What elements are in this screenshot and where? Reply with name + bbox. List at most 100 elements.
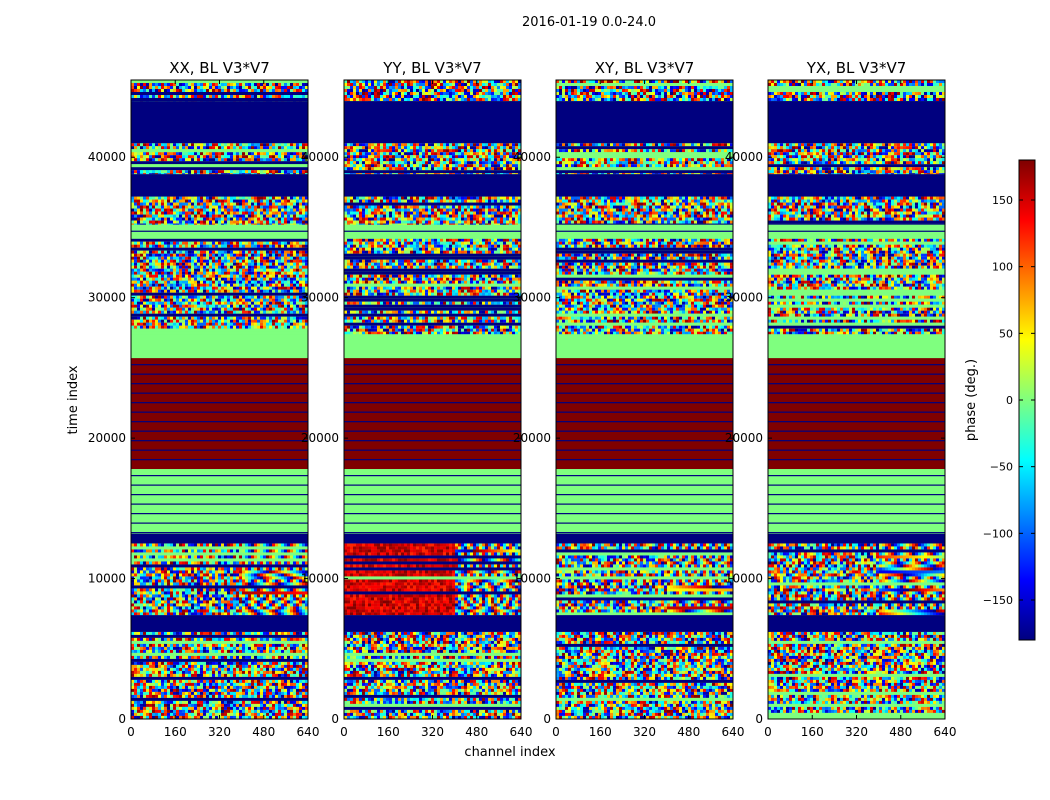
time-band (768, 101, 945, 144)
band-line (344, 421, 521, 423)
band-line (344, 383, 521, 385)
band-line (768, 421, 945, 423)
time-band (131, 143, 308, 175)
time-band (131, 174, 308, 197)
band-line (556, 402, 733, 404)
band-line (556, 532, 733, 534)
band-fill (131, 334, 308, 359)
colorbar-tick-label: 150 (992, 194, 1013, 207)
x-tick-label: 640 (297, 725, 320, 739)
panel-title: YY, BL V3*V7 (382, 59, 481, 77)
y-tick-label: 30000 (725, 291, 763, 305)
time-band (556, 631, 733, 719)
figure-suptitle: 2016-01-19 0.0-24.0 (522, 15, 656, 30)
band-line (768, 230, 945, 232)
colorbar-tick-label: 0 (1006, 394, 1013, 407)
band-line (556, 421, 733, 423)
time-band (131, 358, 308, 470)
x-tick-label: 160 (589, 725, 612, 739)
x-tick-label: 160 (377, 725, 400, 739)
band-line (556, 503, 733, 505)
time-band (344, 469, 521, 534)
time-band (768, 224, 945, 239)
panels-group: XX, BL V3*V7 0 160 320 480 640 0 10000 20000 3000… (88, 59, 957, 739)
band-line (556, 484, 733, 486)
x-tick-label: 320 (208, 725, 231, 739)
time-band (556, 615, 733, 632)
colorbar: 150 100 50 0 −50 −100 −150 (983, 159, 1036, 641)
y-tick-label: 10000 (88, 572, 126, 586)
time-band (344, 224, 521, 239)
y-tick-label: 0 (543, 712, 551, 726)
band-line (556, 494, 733, 496)
band-line (556, 392, 733, 394)
band-line (768, 383, 945, 385)
band-fill (131, 101, 308, 144)
time-band (768, 174, 945, 197)
band-line (768, 373, 945, 375)
time-band (768, 334, 945, 359)
time-band (556, 143, 733, 175)
x-axis-label: channel index (464, 745, 555, 760)
band-line (131, 421, 308, 423)
x-tick-label: 640 (722, 725, 745, 739)
x-tick-label: 0 (552, 725, 560, 739)
band-line (768, 364, 945, 366)
x-tick-label: 480 (889, 725, 912, 739)
x-tick-label: 160 (801, 725, 824, 739)
panel-yy: YY, BL V3*V7 0 160 320 480 640 0 10000 20000 3000… (301, 59, 533, 739)
band-fill (556, 533, 733, 544)
x-tick-label: 640 (934, 725, 957, 739)
time-band (344, 143, 521, 175)
band-fill (768, 469, 945, 534)
time-band (556, 101, 733, 144)
x-tick-label: 160 (164, 725, 187, 739)
band-line (556, 430, 733, 432)
band-fill (344, 615, 521, 632)
band-fill (131, 174, 308, 197)
time-band (131, 196, 308, 225)
y-tick-label: 40000 (88, 150, 126, 164)
band-line (768, 430, 945, 432)
y-tick-label: 0 (755, 712, 763, 726)
panel-title: XX, BL V3*V7 (169, 59, 270, 77)
heatmap-image (131, 80, 308, 719)
band-line (556, 459, 733, 461)
time-band (556, 358, 733, 470)
time-band (556, 334, 733, 359)
time-band (131, 631, 308, 719)
band-line (344, 430, 521, 432)
band-line (131, 532, 308, 534)
panel-xy: XY, BL V3*V7 0 160 320 480 640 0 10000 20000 3000… (513, 59, 745, 739)
time-band (768, 469, 945, 534)
y-tick-label: 30000 (301, 291, 339, 305)
band-line (131, 503, 308, 505)
time-band (768, 533, 945, 544)
band-line (344, 364, 521, 366)
heatmap-image (344, 80, 521, 719)
band-line (131, 230, 308, 232)
band-line (131, 494, 308, 496)
time-band (344, 196, 521, 225)
band-line (344, 503, 521, 505)
y-tick-label: 20000 (301, 431, 339, 445)
band-line (556, 440, 733, 442)
band-line (556, 373, 733, 375)
y-tick-label: 10000 (513, 572, 551, 586)
band-line (344, 449, 521, 451)
band-line (131, 411, 308, 413)
panel-yx: YX, BL V3*V7 0 160 320 480 640 0 10000 20000 3000… (725, 59, 957, 739)
x-tick-label: 320 (845, 725, 868, 739)
band-line (768, 475, 945, 477)
band-line (344, 440, 521, 442)
band-fill (556, 469, 733, 534)
band-line (556, 364, 733, 366)
heatmap-image (556, 80, 733, 719)
time-band (131, 469, 308, 534)
y-tick-label: 0 (331, 712, 339, 726)
time-band (768, 143, 945, 175)
band-fill (556, 174, 733, 197)
band-line (556, 475, 733, 477)
y-tick-label: 40000 (513, 150, 551, 164)
band-line (131, 392, 308, 394)
